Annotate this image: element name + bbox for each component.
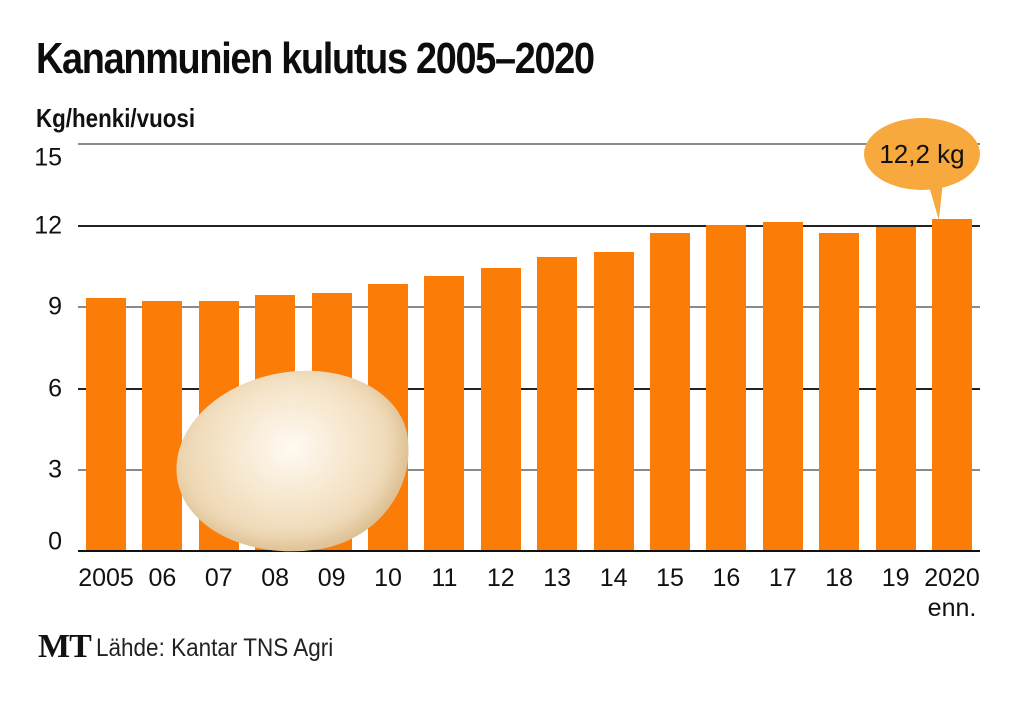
bar-2016 xyxy=(706,224,747,551)
bar-2018 xyxy=(819,232,860,551)
gridline-6 xyxy=(78,388,980,390)
bar-2006 xyxy=(142,300,183,551)
x-label: 2020 xyxy=(924,564,980,592)
bar-2020-enn. xyxy=(932,219,972,551)
gridline-9 xyxy=(78,306,980,308)
bar-2013 xyxy=(537,257,578,551)
bar-2012 xyxy=(480,268,521,551)
x-label: 06 xyxy=(148,564,177,592)
x-label: 10 xyxy=(374,564,402,592)
x-label: 19 xyxy=(881,564,910,592)
x-axis-line xyxy=(78,550,980,552)
bar-2005 xyxy=(86,298,126,551)
y-tick-3: 3 xyxy=(48,455,62,484)
callout-text: 12,2 kg xyxy=(879,138,965,169)
x-label: 09 xyxy=(317,564,346,592)
y-tick-12: 12 xyxy=(34,211,62,240)
bar-2019 xyxy=(875,227,916,551)
bar-2014 xyxy=(593,251,634,551)
x-label: 17 xyxy=(768,564,797,592)
x-label: 2005 xyxy=(78,564,134,592)
bar-2011 xyxy=(424,276,465,551)
x-label: 16 xyxy=(712,564,741,592)
chart-title: Kananmunien kulutus 2005–2020 xyxy=(36,34,595,83)
x-label: 12 xyxy=(486,564,515,592)
y-tick-9: 9 xyxy=(48,292,62,321)
gridline-12 xyxy=(78,225,980,227)
y-tick-0: 0 xyxy=(48,527,62,556)
x-label-2020-sub: enn. xyxy=(927,594,977,622)
source-note: Lähde: Kantar TNS Agri xyxy=(96,634,334,662)
x-label: 13 xyxy=(543,564,572,592)
x-label: 15 xyxy=(656,564,684,592)
bar-2015 xyxy=(650,232,690,551)
value-callout-2020: 12,2 kg xyxy=(864,118,980,190)
x-label: 07 xyxy=(204,564,233,592)
bar-2017 xyxy=(762,221,803,551)
x-label: 11 xyxy=(431,564,458,592)
gridline-15 xyxy=(78,143,980,145)
x-label: 08 xyxy=(261,564,290,592)
y-tick-6: 6 xyxy=(48,374,62,403)
gridline-3 xyxy=(78,469,980,471)
y-axis-unit-label: Kg/henki/vuosi xyxy=(36,103,196,133)
mt-logo: MT xyxy=(38,628,92,665)
x-label: 18 xyxy=(825,564,854,592)
y-tick-15: 15 xyxy=(34,143,62,172)
x-label: 14 xyxy=(599,564,628,592)
